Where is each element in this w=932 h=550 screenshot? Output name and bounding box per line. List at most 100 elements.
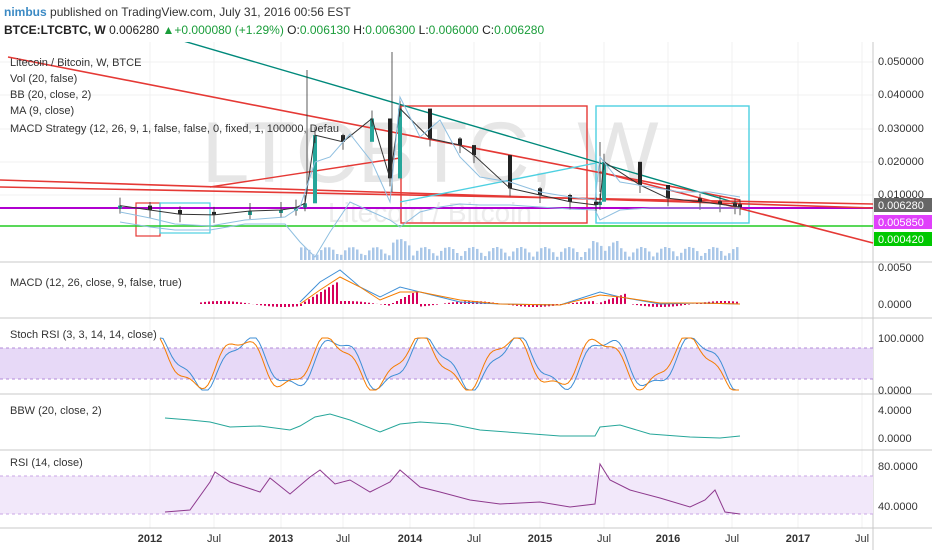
- volume-bar: [504, 252, 507, 260]
- volume-bar: [588, 248, 591, 260]
- legend-vol: Vol (20, false): [10, 73, 77, 85]
- macd-bar: [324, 289, 326, 304]
- macd-bar: [408, 295, 410, 304]
- high-label: H:: [353, 23, 366, 37]
- trend-line[interactable]: [209, 157, 401, 188]
- macd-bar: [436, 304, 438, 305]
- pane-title-rsi: RSI (14, close): [10, 457, 83, 469]
- drawing-rectangle-cyan[interactable]: [595, 105, 750, 224]
- macd-tick: 0.0050: [878, 262, 912, 274]
- macd-bar: [312, 296, 314, 304]
- volume-bar: [692, 247, 695, 260]
- bbw-line: [164, 413, 741, 439]
- macd-bar: [432, 304, 434, 306]
- rsi-tick: 40.0000: [878, 501, 918, 513]
- rsi-tick: 80.0000: [878, 461, 918, 473]
- macd-bar: [384, 304, 386, 305]
- time-axis[interactable]: 2012 Jul 2013 Jul 2014 Jul 2015 Jul 2016…: [138, 533, 869, 545]
- magenta-line-badge-label: 0.005850: [878, 217, 924, 229]
- volume-bar: [596, 242, 599, 260]
- volume-bar: [612, 242, 615, 260]
- legend-ma: MA (9, close): [10, 105, 74, 117]
- volume-bar: [560, 251, 563, 260]
- volume-bar: [576, 252, 579, 260]
- volume-bar: [464, 251, 467, 260]
- macd-bar: [648, 304, 650, 307]
- volume-bar: [628, 256, 631, 260]
- macd-bar: [684, 304, 686, 305]
- volume-bar: [424, 247, 427, 260]
- legend-bb: BB (20, close, 2): [10, 89, 91, 101]
- volume-bar: [528, 252, 531, 260]
- macd-bar: [528, 304, 530, 307]
- macd-bar: [676, 304, 678, 307]
- volume-bar: [584, 252, 587, 260]
- price-axis[interactable]: 0.050000 0.040000 0.030000 0.020000 0.01…: [878, 56, 924, 201]
- macd-bar: [736, 301, 738, 304]
- macd-bar: [404, 297, 406, 304]
- volume-bar: [700, 255, 703, 260]
- macd-bar: [364, 302, 366, 304]
- macd-bar: [204, 301, 206, 304]
- volume-bar: [648, 251, 651, 260]
- trend-line[interactable]: [399, 162, 597, 203]
- macd-bar: [656, 304, 658, 307]
- volume-bar: [452, 249, 455, 260]
- price-series[interactable]: [118, 52, 742, 223]
- volume-bar: [552, 252, 555, 260]
- macd-bar: [348, 301, 350, 304]
- macd-bar: [220, 301, 222, 304]
- legend[interactable]: Litecoin / Bitcoin, W, BTCE Vol (20, fal…: [10, 57, 339, 135]
- stoch-k-line: [159, 337, 739, 391]
- macd-bar: [624, 293, 626, 304]
- macd-bar: [360, 301, 362, 304]
- volume-bar: [336, 254, 339, 260]
- author-link[interactable]: nimbus: [4, 5, 47, 19]
- volume-bar: [496, 247, 499, 260]
- last-price: 0.006280: [109, 23, 160, 37]
- price-line: [119, 107, 741, 216]
- volume-bar: [640, 247, 643, 260]
- rsi-band: [0, 476, 873, 514]
- volume-bar: [532, 256, 535, 260]
- macd-bar: [308, 299, 310, 304]
- time-tick: Jul: [336, 533, 350, 545]
- trend-line[interactable]: [0, 179, 874, 209]
- trend-line[interactable]: [0, 186, 874, 205]
- magenta-line-badge: [874, 215, 932, 229]
- close-value: 0.006280: [494, 23, 545, 37]
- macd-bar: [580, 302, 582, 304]
- volume-bar: [572, 248, 575, 260]
- macd-bar: [368, 302, 370, 304]
- ohlc-line: BTCE:LTCBTC, W 0.006280 ▲+0.000080 (+1.2…: [4, 23, 544, 37]
- macd-bar: [572, 303, 574, 304]
- macd-bar: [344, 301, 346, 304]
- volume-bar: [316, 254, 319, 260]
- last-price-badge-label: 0.006280: [878, 200, 924, 212]
- volume-bar: [652, 256, 655, 260]
- symbol-label[interactable]: BTCE:LTCBTC, W: [4, 23, 106, 37]
- volume-bar: [388, 255, 391, 260]
- macd-bar: [688, 304, 690, 305]
- volume-bar: [468, 247, 471, 260]
- macd-bar: [388, 304, 390, 306]
- macd-bar: [248, 303, 250, 304]
- trend-line[interactable]: [180, 42, 741, 205]
- macd-bar: [428, 304, 430, 306]
- volume-bar: [688, 247, 691, 260]
- price-tick: 0.020000: [878, 156, 924, 168]
- macd-bar: [260, 304, 262, 306]
- legend-macd-strategy: MACD Strategy (12, 26, 9, 1, false, fals…: [10, 123, 339, 135]
- macd-bar: [616, 296, 618, 304]
- macd-line: [299, 269, 741, 306]
- volume-bar: [712, 247, 715, 260]
- volume-bar: [524, 248, 527, 260]
- macd-bar: [584, 301, 586, 304]
- time-tick: Jul: [207, 533, 221, 545]
- volume-bar: [428, 249, 431, 260]
- chart-canvas[interactable]: LTCBTC, W Litecoin / Bitcoin Lit: [0, 42, 932, 550]
- macd-bar: [208, 301, 210, 304]
- drawing-rectangle-cyan[interactable]: [159, 202, 211, 234]
- volume-bar: [392, 242, 395, 260]
- volume-bar: [616, 241, 619, 260]
